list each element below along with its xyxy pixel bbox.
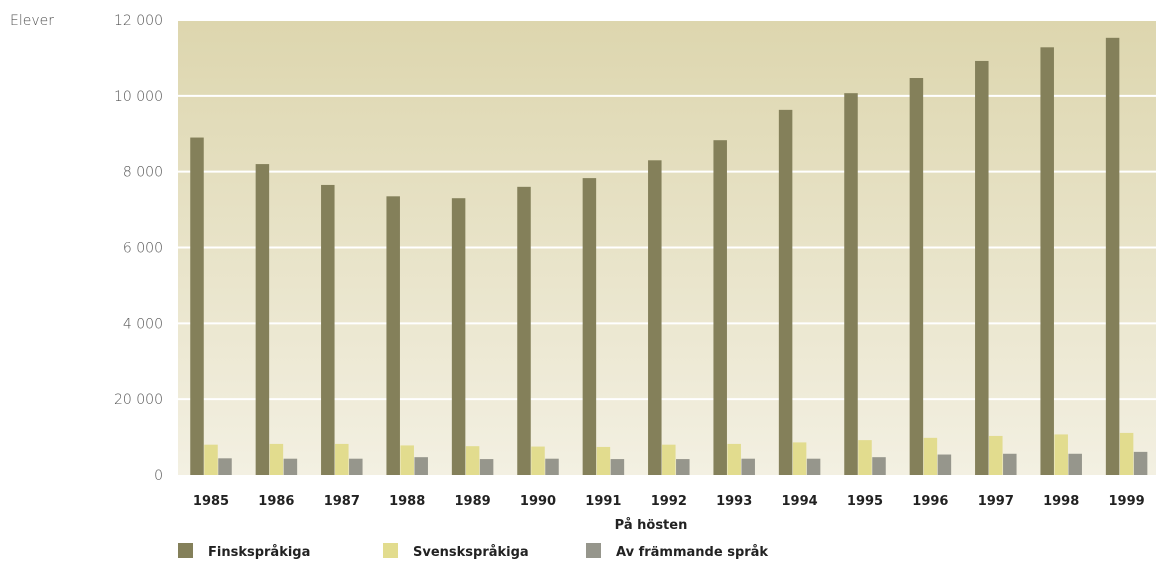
bar-av-frammande-sprak-1990	[545, 459, 559, 475]
bar-svensksprakiga-1989	[466, 446, 480, 475]
bar-av-frammande-sprak-1989	[480, 459, 494, 475]
legend: Finskspråkiga Svenskspråkiga Av främmande …	[178, 543, 768, 560]
bar-av-frammande-sprak-1985	[218, 458, 232, 475]
bar-finsksprakiga-1994	[779, 110, 793, 475]
x-tick-label: 1985	[193, 494, 229, 509]
x-tick-label: 1991	[585, 494, 621, 509]
x-tick-label: 1994	[782, 494, 818, 509]
bar-finsksprakiga-1986	[256, 164, 270, 475]
legend-label-svensksprakiga: Svenskspråkiga	[413, 545, 529, 560]
bar-av-frammande-sprak-1986	[284, 459, 298, 475]
x-tick-label: 1996	[912, 494, 948, 509]
bar-svensksprakiga-1985	[204, 445, 218, 475]
bar-finsksprakiga-1990	[517, 187, 531, 475]
x-tick-label: 1989	[455, 494, 491, 509]
bar-av-frammande-sprak-1998	[1068, 454, 1082, 475]
x-tick-label: 1987	[324, 494, 360, 509]
y-tick-label: 10 000	[114, 89, 163, 105]
bar-svensksprakiga-1999	[1120, 433, 1134, 475]
bar-svensksprakiga-1986	[270, 444, 284, 475]
bar-av-frammande-sprak-1997	[1003, 454, 1017, 475]
bar-finsksprakiga-1996	[910, 78, 924, 475]
bar-av-frammande-sprak-1993	[741, 459, 755, 475]
y-tick-label: 12 000	[114, 13, 163, 29]
y-tick-label: 6 000	[123, 241, 163, 257]
bar-svensksprakiga-1997	[989, 436, 1003, 475]
legend-label-av-frammande-sprak: Av främmande språk	[616, 545, 768, 560]
y-tick-label: 0	[154, 468, 163, 484]
y-tick-label: 20 000	[114, 392, 163, 408]
bar-finsksprakiga-1993	[713, 140, 727, 475]
bar-finsksprakiga-1999	[1106, 38, 1120, 475]
legend-swatch-av-frammande-sprak	[586, 543, 601, 558]
bar-av-frammande-sprak-1994	[807, 459, 821, 475]
x-tick-label: 1988	[389, 494, 425, 509]
bar-av-frammande-sprak-1996	[938, 455, 952, 475]
bar-av-frammande-sprak-1995	[872, 457, 886, 475]
bar-finsksprakiga-1985	[190, 138, 204, 475]
legend-swatch-finsksprakiga	[178, 543, 193, 558]
bar-svensksprakiga-1987	[335, 444, 349, 475]
bar-finsksprakiga-1997	[975, 61, 989, 475]
bar-finsksprakiga-1998	[1040, 47, 1054, 475]
bar-svensksprakiga-1988	[400, 445, 414, 475]
bar-finsksprakiga-1988	[386, 196, 400, 475]
bar-finsksprakiga-1989	[452, 198, 466, 475]
bar-svensksprakiga-1995	[858, 440, 872, 475]
bar-finsksprakiga-1992	[648, 160, 662, 475]
bar-svensksprakiga-1994	[793, 442, 807, 475]
bar-svensksprakiga-1996	[924, 438, 938, 475]
x-tick-label: 1992	[651, 494, 687, 509]
bar-svensksprakiga-1990	[531, 447, 545, 475]
x-tick-label: 1997	[978, 494, 1014, 509]
y-tick-label: 4 000	[123, 316, 163, 332]
x-tick-label: 1998	[1043, 494, 1079, 509]
x-tick-label: 1999	[1109, 494, 1145, 509]
y-tick-labels: 0 20 000 4 000 6 000 8 000 10 000 12 000	[114, 13, 163, 484]
bar-finsksprakiga-1991	[583, 178, 597, 475]
bar-av-frammande-sprak-1988	[414, 457, 428, 475]
bar-finsksprakiga-1987	[321, 185, 335, 475]
bar-svensksprakiga-1992	[662, 445, 676, 475]
bar-finsksprakiga-1995	[844, 93, 858, 475]
bar-av-frammande-sprak-1987	[349, 459, 363, 475]
y-axis-label: Elever	[10, 13, 54, 29]
legend-label-finsksprakiga: Finskspråkiga	[208, 545, 310, 560]
x-tick-labels: 1985 1986 1987 1988 1989 1990 1991 1992 1993 1994…	[193, 494, 1145, 509]
bar-av-frammande-sprak-1992	[676, 459, 690, 475]
bar-av-frammande-sprak-1999	[1134, 452, 1148, 475]
bar-svensksprakiga-1991	[597, 447, 611, 475]
bar-av-frammande-sprak-1991	[611, 459, 625, 475]
x-tick-label: 1993	[716, 494, 752, 509]
x-tick-label: 1986	[258, 494, 294, 509]
x-axis-label: På hösten	[615, 518, 688, 533]
legend-swatch-svensksprakiga	[383, 543, 398, 558]
bar-svensksprakiga-1993	[727, 444, 741, 475]
x-tick-label: 1995	[847, 494, 883, 509]
y-tick-label: 8 000	[123, 165, 163, 181]
bar-svensksprakiga-1998	[1054, 434, 1068, 475]
x-tick-label: 1990	[520, 494, 556, 509]
